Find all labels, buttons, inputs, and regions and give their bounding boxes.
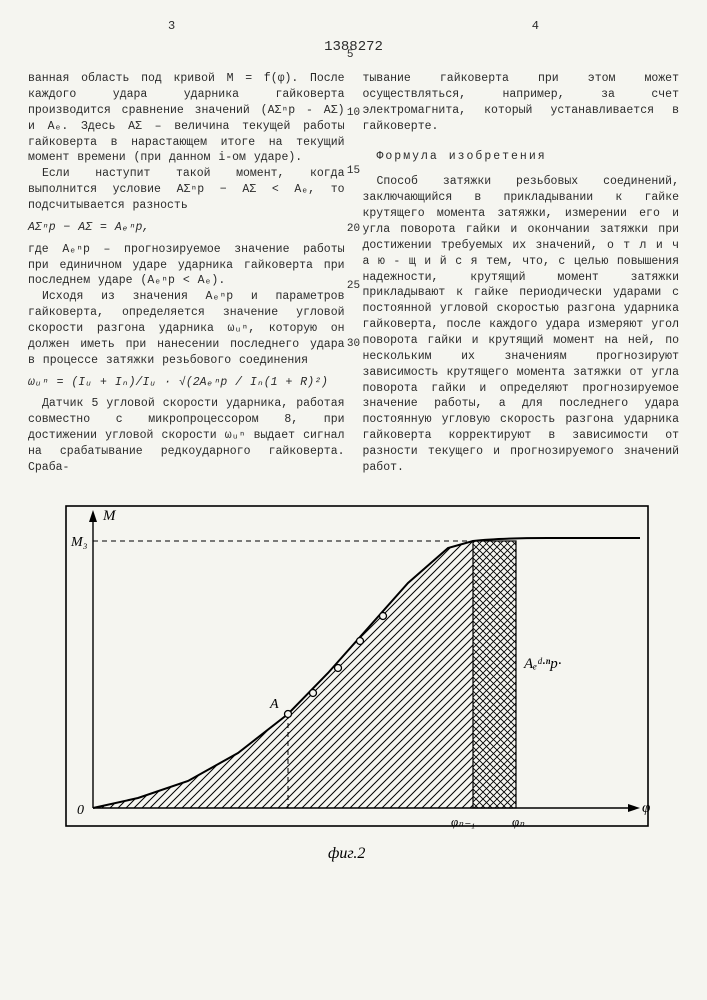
left-column: ванная область под кривой M = f(φ). Посл… [28, 71, 345, 476]
body-text: Способ затяжки резьбовых соединений, зак… [363, 174, 680, 475]
body-text: Исходя из значения Aₑⁿр и параметров гай… [28, 289, 345, 368]
formula: AΣⁿр − AΣ = Aₑⁿр, [28, 220, 345, 236]
body-text: тывание гайковерта при этом может осущес… [363, 71, 680, 134]
right-column: тывание гайковерта при этом может осущес… [363, 71, 680, 476]
body-text: Если наступит такой момент, когда выполн… [28, 166, 345, 214]
line-number-gutter: 5 10 15 20 25 30 [347, 48, 360, 395]
body-text: ванная область под кривой M = f(φ). Посл… [28, 71, 345, 166]
body-text: Датчик 5 угловой скорости ударника, рабо… [28, 396, 345, 475]
svg-text:φₙ₋₁: φₙ₋₁ [451, 814, 475, 829]
body-text: где Aₑⁿр – прогнозируемое значение работ… [28, 242, 345, 290]
svg-text:A: A [269, 697, 279, 712]
figure-2: Mφ M₃ 0 Aφₙ₋₁ φₙ Aₑᵈ·ⁿр· фиг.2 [28, 498, 668, 868]
page-num-left: 3 [168, 18, 175, 34]
svg-text:Aₑᵈ·ⁿр·: Aₑᵈ·ⁿр· [523, 656, 561, 672]
page-num-right: 4 [532, 18, 539, 34]
svg-text:M₃: M₃ [70, 535, 88, 550]
svg-text:фиг.2: фиг.2 [328, 845, 365, 862]
section-heading: Формула изобретения [363, 149, 680, 165]
svg-text:0: 0 [77, 803, 84, 818]
svg-text:φₙ: φₙ [512, 814, 525, 829]
svg-text:φ: φ [642, 800, 650, 816]
svg-text:M: M [102, 508, 117, 524]
formula: ωᵤⁿ = (Iᵤ + Iₙ)/Iᵤ · √(2Aₑⁿр / Iₙ(1 + R)… [28, 375, 345, 391]
